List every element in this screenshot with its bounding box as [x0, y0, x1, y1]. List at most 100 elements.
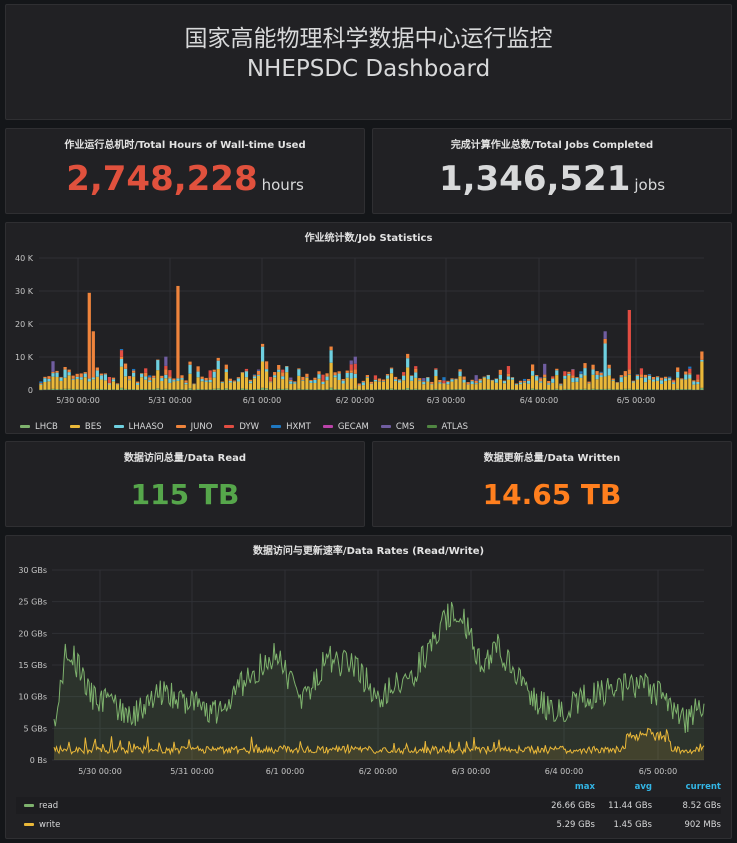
job-bar-segment	[228, 378, 232, 382]
job-bar-segment	[446, 380, 450, 382]
job-bar-segment	[422, 380, 426, 382]
legend-item-lhcb[interactable]: LHCB	[20, 422, 58, 432]
job-bar-segment	[454, 389, 458, 390]
job-bar-segment	[434, 388, 438, 390]
job-bar-segment	[510, 377, 515, 378]
data-written-panel[interactable]: 数据更新总量/Data Written 14.65 TB	[372, 441, 732, 527]
job-bar-segment	[172, 381, 176, 390]
job-bar-segment	[341, 379, 345, 381]
x-tick-label: 6/4 00:00	[545, 767, 583, 776]
x-tick-label: 6/2 00:00	[336, 396, 374, 405]
job-bar-segment	[301, 376, 305, 381]
job-bar-segment	[168, 378, 172, 383]
job-bar-segment	[373, 375, 378, 380]
legend-item-gecam[interactable]: GECAM	[322, 422, 369, 432]
job-bar-segment	[454, 378, 458, 380]
job-bar-segment	[297, 368, 301, 370]
y-tick-label: 25 GBs	[18, 598, 47, 607]
job-bar-segment	[196, 366, 200, 372]
job-bar-segment	[152, 375, 156, 378]
walltime-value: 2,748,228	[66, 159, 258, 199]
job-bar-segment	[530, 388, 535, 390]
job-bar-segment	[639, 389, 644, 390]
job-bar-segment	[643, 382, 648, 390]
legend-item-atlas[interactable]: ATLAS	[426, 422, 468, 432]
job-bar-segment	[285, 366, 289, 367]
legend-item-hxmt[interactable]: HXMT	[271, 422, 311, 432]
data-rates-chart[interactable]: 30 GBs 25 GBs 20 GBs 15 GBs 10 GBs 5 GBs 0 Bs 5…	[6, 536, 733, 786]
job-bar-segment	[530, 370, 535, 376]
legend-item-cms[interactable]: CMS	[380, 422, 415, 432]
job-bar-segment	[43, 381, 47, 390]
job-bar-segment	[599, 371, 603, 373]
job-bar-segment	[647, 379, 652, 390]
job-bar-segment	[631, 381, 635, 383]
data-read-panel[interactable]: 数据访问总量/Data Read 115 TB	[5, 441, 365, 527]
job-bar-segment	[172, 389, 176, 390]
job-bar-segment	[341, 389, 345, 391]
job-bar-segment	[119, 349, 124, 351]
job-bar-segment	[281, 376, 285, 380]
job-bar-segment	[232, 389, 236, 390]
job-bar-segment	[672, 380, 676, 383]
job-bar-segment	[502, 380, 507, 384]
legend-header-max[interactable]: max	[574, 782, 595, 792]
job-stats-chart[interactable]: 40 K 30 K 20 K 10 K 0 5/30 00:00 5/31 00:00 6/1…	[6, 223, 733, 435]
data-rates-panel[interactable]: 数据访问与更新速率/Data Rates (Read/Write) 30 GBs…	[5, 535, 732, 839]
job-bar-segment	[260, 346, 265, 362]
legend-header-avg[interactable]: avg	[634, 782, 652, 792]
legend-row-write[interactable]: write 5.29 GBs 1.45 GBs 902 MBs	[16, 816, 721, 833]
legend-row-read[interactable]: read 26.66 GBs 11.44 GBs 8.52 GBs	[16, 797, 721, 814]
data-rates-title: 数据访问与更新速率/Data Rates (Read/Write)	[252, 546, 485, 557]
job-bar-segment	[563, 375, 567, 379]
job-bar-segment	[353, 388, 357, 390]
job-bar-segment	[321, 389, 325, 391]
job-bar-segment	[160, 375, 164, 379]
job-bar-segment	[67, 369, 71, 373]
job-bar-segment	[196, 377, 200, 389]
legend-item-lhaaso[interactable]: LHAASO	[113, 422, 164, 432]
legend-item-juno[interactable]: JUNO	[175, 422, 212, 432]
job-bar-segment	[510, 379, 515, 390]
job-bar-segment	[591, 369, 595, 375]
job-bar-segment	[651, 389, 656, 390]
job-bar-segment	[579, 388, 583, 390]
legend-item-dyw[interactable]: DYW	[224, 422, 259, 432]
job-bar-segment	[43, 389, 47, 390]
walltime-panel[interactable]: 作业运行总机时/Total Hours of Wall-time Used 2,…	[5, 128, 365, 214]
legend-header-current[interactable]: current	[685, 782, 721, 792]
job-bar-segment	[208, 370, 212, 378]
job-bar-segment	[555, 388, 559, 390]
job-stats-panel[interactable]: 作业统计数/Job Statistics 40 K 30 K 20 K 10 K 0 5/…	[5, 222, 732, 434]
x-tick-label: 5/30 00:00	[56, 396, 100, 405]
job-bar-segment	[269, 389, 273, 390]
job-bar-segment	[676, 367, 680, 372]
job-bar-segment	[148, 389, 152, 390]
job-bar-segment	[466, 384, 470, 385]
job-bar-segment	[256, 375, 261, 389]
data-written-stat: 14.65 TB	[373, 478, 731, 511]
job-bar-segment	[321, 381, 325, 385]
job-bar-segment	[599, 375, 603, 378]
job-bar-segment	[337, 373, 341, 380]
x-tick-label: 6/2 00:00	[359, 767, 397, 776]
x-tick-label: 6/1 00:00	[243, 396, 281, 405]
job-bar-segment	[563, 375, 567, 376]
job-bar-segment	[474, 380, 478, 384]
job-bar-segment	[430, 389, 434, 391]
job-bar-segment	[67, 372, 71, 376]
job-bar-segment	[184, 380, 188, 383]
job-bar-segment	[700, 387, 704, 390]
job-bar-segment	[389, 373, 394, 389]
legend-swatch	[322, 425, 333, 428]
legend-item-bes[interactable]: BES	[69, 422, 102, 432]
job-bar-segment	[377, 389, 382, 390]
job-bar-segment	[559, 385, 563, 390]
jobs-completed-panel[interactable]: 完成计算作业总数/Total Jobs Completed 1,346,521 j…	[372, 128, 732, 214]
job-bar-segment	[692, 380, 696, 382]
job-bar-segment	[39, 381, 43, 384]
job-bar-segment	[309, 389, 313, 390]
job-bar-segment	[595, 379, 599, 390]
x-tick-label: 6/1 00:00	[266, 767, 304, 776]
job-bar-segment	[402, 374, 406, 376]
